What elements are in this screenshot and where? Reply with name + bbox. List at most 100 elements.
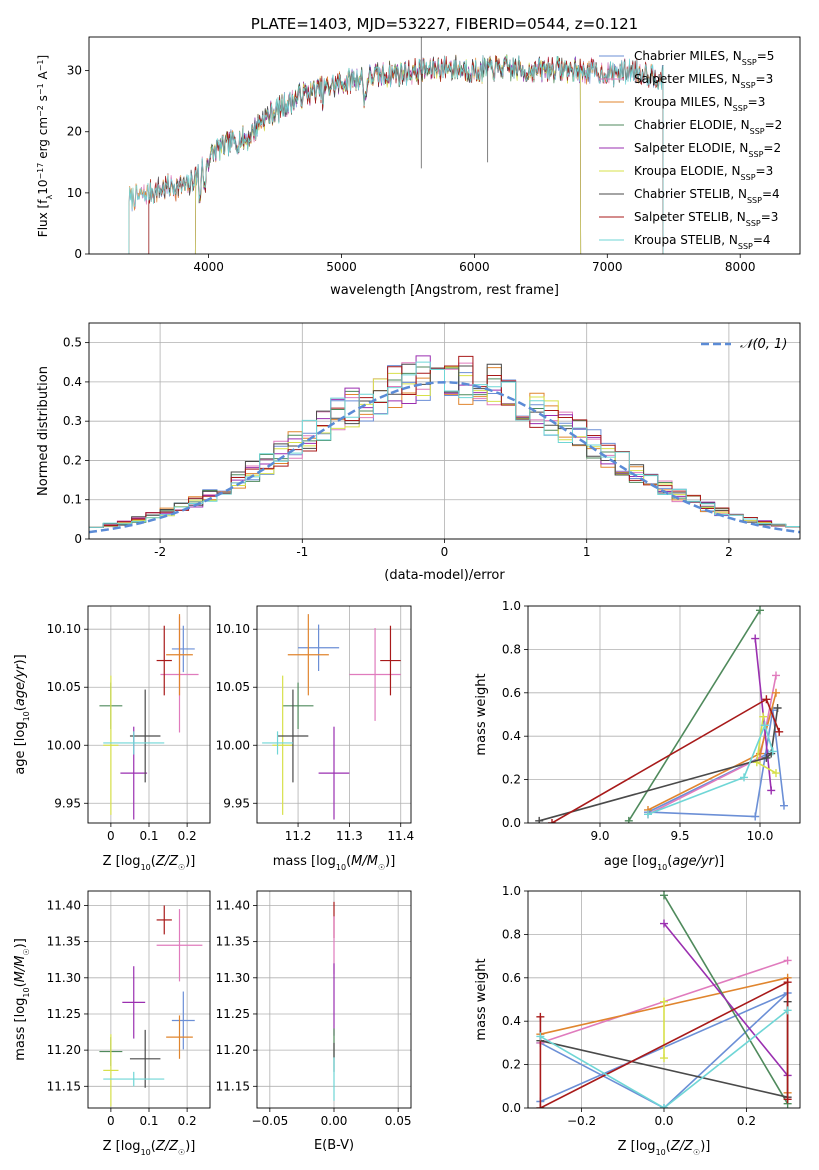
weight-vs-Z-ytick-label: 0.4 bbox=[502, 1014, 521, 1028]
weight-vs-age-xlabel: age [log10(age/yr)] bbox=[604, 854, 724, 872]
mass-vs-ebv-ytick-label: 11.40 bbox=[216, 898, 250, 912]
resid-gaussian bbox=[89, 381, 800, 534]
weight-vs-Z-xtick-label: −0.2 bbox=[567, 1114, 596, 1128]
age-vs-Z-ytick-label: 9.95 bbox=[54, 796, 81, 810]
weight-vs-Z-marker-7 bbox=[536, 1012, 545, 1021]
age-vs-mass-ytick-label: 10.00 bbox=[216, 738, 250, 752]
spectrum-series-7 bbox=[148, 55, 664, 254]
weight-vs-age-xtick-label: 10.0 bbox=[747, 829, 774, 843]
weight-vs-age-marker-6 bbox=[535, 816, 544, 823]
weight-vs-Z-xtick-label: 0.2 bbox=[737, 1114, 756, 1128]
age-vs-Z-xtick-label: 0 bbox=[107, 829, 115, 843]
spectrum-xlabel: wavelength [Angstrom, rest frame] bbox=[330, 283, 559, 298]
weight-vs-age-marker-8 bbox=[644, 810, 652, 819]
weight-vs-age-ylabel: mass weight bbox=[474, 673, 489, 755]
mass-vs-ebv-ytick-label: 11.25 bbox=[216, 1007, 250, 1021]
spectrum-series-3 bbox=[194, 54, 582, 254]
mass-vs-Z-xtick-label: 0.2 bbox=[178, 1114, 197, 1128]
spectrum-ytick-label: 20 bbox=[67, 125, 82, 139]
weight-vs-age-marker-1 bbox=[772, 671, 780, 680]
mass-vs-ebv-ytick-label: 11.20 bbox=[216, 1043, 250, 1057]
mass-vs-ebv-xtick-label: 0.05 bbox=[385, 1114, 412, 1128]
resid-xtick-label: 2 bbox=[725, 545, 733, 559]
legend-label-7: Salpeter STELIB, NSSP=3 bbox=[634, 210, 778, 228]
legend-label-2: Kroupa MILES, NSSP=3 bbox=[634, 95, 765, 113]
age-vs-mass-xtick-label: 11.2 bbox=[285, 829, 312, 843]
weight-vs-age-marker-4 bbox=[751, 634, 760, 643]
age-vs-Z-ytick-label: 10.05 bbox=[47, 680, 81, 694]
weight-vs-Z-line-8 bbox=[539, 1009, 789, 1108]
weight-vs-Z-frame bbox=[527, 890, 801, 1109]
legend-label-3: Chabrier ELODIE, NSSP=2 bbox=[634, 118, 782, 136]
weight-vs-age-marker-8 bbox=[760, 721, 769, 730]
resid-xtick-label: 0 bbox=[441, 545, 449, 559]
age-vs-mass-xtick-label: 11.4 bbox=[387, 829, 414, 843]
age-vs-Z-frame bbox=[87, 605, 211, 824]
age-vs-mass-xtick-label: 11.3 bbox=[336, 829, 363, 843]
mass-vs-Z-ytick-label: 11.25 bbox=[47, 1007, 81, 1021]
weight-vs-Z-ytick-label: 0.0 bbox=[502, 1101, 521, 1115]
resid-frame bbox=[88, 322, 801, 540]
spectrum-lines bbox=[128, 37, 664, 254]
weight-vs-age-marker-5 bbox=[752, 758, 761, 767]
spectrum-xtick-label: 8000 bbox=[725, 260, 756, 274]
weight-vs-Z-marker-3 bbox=[660, 891, 668, 900]
weight-vs-Z-marker-8 bbox=[783, 1006, 792, 1015]
weight-vs-age-marker-3 bbox=[756, 606, 764, 615]
age-vs-Z-xtick-label: 0.1 bbox=[139, 829, 158, 843]
spectrum-xtick-label: 5000 bbox=[326, 260, 357, 274]
resid-ytick-label: 0 bbox=[74, 532, 82, 546]
weight-vs-Z-marker-8 bbox=[660, 1104, 668, 1108]
weight-vs-Z-ytick-label: 0.6 bbox=[502, 971, 521, 985]
weight-vs-age-line-8 bbox=[647, 722, 774, 816]
age-vs-mass-xlabel: mass [log10(M/M☉)] bbox=[273, 854, 396, 872]
age-vs-Z-xlabel: Z [log10(Z/Z☉)] bbox=[103, 854, 196, 872]
mass-vs-Z-xlabel: Z [log10(Z/Z☉)] bbox=[103, 1139, 196, 1157]
legend-label-6: Chabrier STELIB, NSSP=4 bbox=[634, 187, 780, 205]
weight-vs-Z-marker-5 bbox=[660, 1054, 668, 1063]
spectrum-ytick-label: 30 bbox=[67, 64, 82, 78]
spectrum-xtick-label: 4000 bbox=[193, 260, 224, 274]
age-vs-mass-frame bbox=[256, 605, 412, 824]
weight-vs-age-ytick-label: 0.2 bbox=[502, 773, 521, 787]
resid-xlabel: (data-model)/error bbox=[384, 568, 505, 583]
weight-vs-age-marker-5 bbox=[772, 769, 780, 778]
weight-vs-Z-marker-5 bbox=[660, 997, 668, 1006]
weight-vs-age-ytick-label: 0.6 bbox=[502, 686, 521, 700]
weight-vs-age-ytick-label: 0.8 bbox=[502, 642, 521, 656]
spectrum-ylabel: Flux [fλ10−17 erg cm−2 s−1 A−1] bbox=[36, 55, 54, 237]
spectrum-series-2 bbox=[128, 54, 664, 254]
mass-vs-ebv-xtick-label: 0.00 bbox=[321, 1114, 348, 1128]
weight-vs-age-marker-6 bbox=[762, 753, 771, 762]
weight-vs-Z-xlabel: Z [log10(Z/Z☉)] bbox=[618, 1139, 711, 1157]
weight-vs-age-marker-5 bbox=[759, 712, 768, 721]
weight-vs-age-marker-8 bbox=[740, 773, 748, 782]
legend-label-1: Salpeter MILES, NSSP=3 bbox=[634, 72, 773, 90]
weight-vs-age-line-6 bbox=[538, 707, 779, 822]
spectrum-frame bbox=[88, 36, 801, 255]
spectrum-series-6 bbox=[148, 55, 664, 254]
age-vs-Z-xtick-label: 0.2 bbox=[178, 829, 197, 843]
legend-label-8: Kroupa STELIB, NSSP=4 bbox=[634, 233, 771, 251]
weight-vs-age-marker-6 bbox=[773, 703, 782, 712]
weight-vs-Z-ytick-label: 0.2 bbox=[502, 1058, 521, 1072]
spectrum-series-1 bbox=[128, 55, 664, 254]
mass-vs-Z-frame bbox=[87, 890, 211, 1109]
weight-vs-Z-ytick-label: 1.0 bbox=[502, 884, 521, 898]
weight-vs-Z-series bbox=[536, 891, 792, 1108]
mass-vs-Z-xtick-label: 0 bbox=[107, 1114, 115, 1128]
resid-ytick-label: 0.2 bbox=[63, 453, 82, 467]
age-vs-mass-points bbox=[262, 614, 401, 820]
weight-vs-age-ytick-label: 0.4 bbox=[502, 729, 521, 743]
weight-vs-age-xtick-label: 9.5 bbox=[670, 829, 689, 843]
spectrum-ytick-label: 0 bbox=[74, 247, 82, 261]
weight-vs-age-frame bbox=[527, 605, 801, 824]
resid-xtick-label: -2 bbox=[154, 545, 166, 559]
weight-vs-Z-marker-7 bbox=[783, 978, 792, 987]
resid-ytick-label: 0.3 bbox=[63, 414, 82, 428]
mass-vs-Z-xtick-label: 0.1 bbox=[139, 1114, 158, 1128]
weight-vs-Z-ytick-label: 0.8 bbox=[502, 927, 521, 941]
spectrum-xtick-label: 6000 bbox=[459, 260, 490, 274]
spectrum-ytick-label: 10 bbox=[67, 186, 82, 200]
legend-label-0: Chabrier MILES, NSSP=5 bbox=[634, 49, 774, 67]
